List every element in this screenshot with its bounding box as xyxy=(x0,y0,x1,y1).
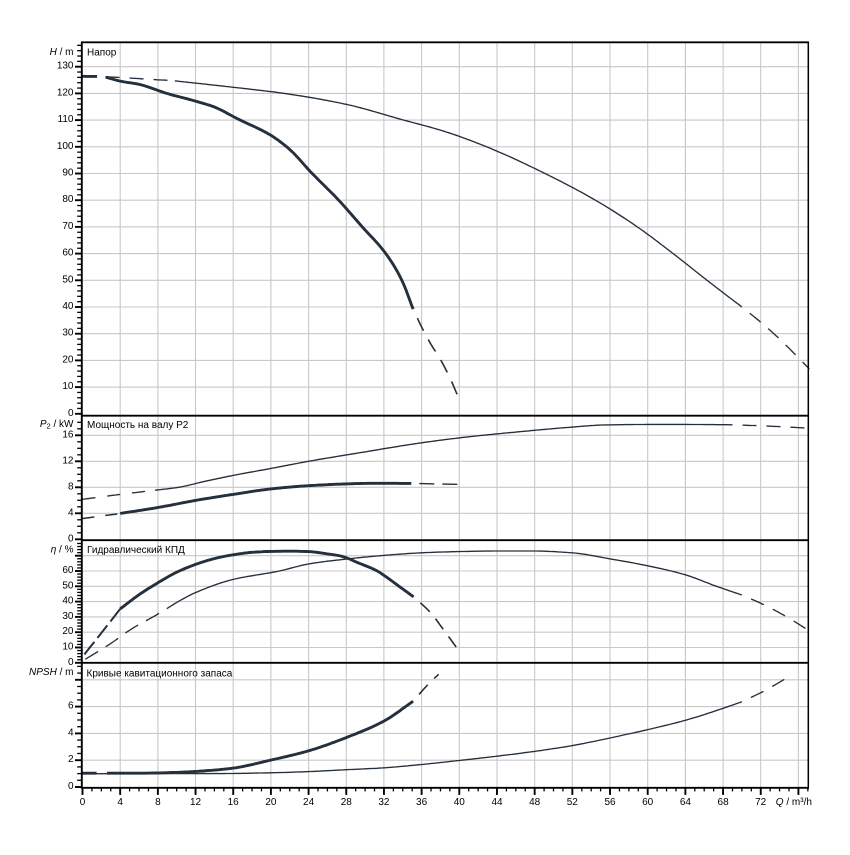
svg-text:Кривые кавитационного запаса: Кривые кавитационного запаса xyxy=(87,669,233,680)
svg-text:100: 100 xyxy=(57,141,74,152)
svg-text:20: 20 xyxy=(62,354,74,365)
svg-text:72: 72 xyxy=(755,797,767,808)
svg-text:68: 68 xyxy=(718,797,730,808)
svg-text:H / m: H / m xyxy=(50,47,74,58)
svg-text:0: 0 xyxy=(80,797,86,808)
svg-text:32: 32 xyxy=(378,797,390,808)
svg-text:28: 28 xyxy=(341,797,353,808)
svg-text:16: 16 xyxy=(62,429,74,440)
svg-text:50: 50 xyxy=(62,274,74,285)
svg-text:80: 80 xyxy=(62,194,74,205)
svg-text:60: 60 xyxy=(642,797,654,808)
svg-text:Напор: Напор xyxy=(87,48,117,59)
svg-text:12: 12 xyxy=(62,455,74,466)
svg-text:P2 / kW: P2 / kW xyxy=(40,419,74,431)
svg-text:30: 30 xyxy=(62,611,74,622)
svg-text:8: 8 xyxy=(155,797,161,808)
svg-text:36: 36 xyxy=(416,797,428,808)
svg-text:10: 10 xyxy=(62,381,74,392)
svg-text:44: 44 xyxy=(491,797,503,808)
svg-text:40: 40 xyxy=(454,797,466,808)
svg-text:40: 40 xyxy=(62,596,74,607)
svg-text:0: 0 xyxy=(68,533,74,544)
svg-text:Гидравлический КПД: Гидравлический КПД xyxy=(87,545,185,556)
svg-text:η / %: η / % xyxy=(51,545,74,556)
svg-text:Q / m³/h: Q / m³/h xyxy=(776,797,812,808)
svg-text:64: 64 xyxy=(680,797,692,808)
svg-text:0: 0 xyxy=(68,781,74,792)
svg-text:12: 12 xyxy=(190,797,202,808)
svg-text:110: 110 xyxy=(58,114,74,125)
svg-text:Мощность на валу P2: Мощность на валу P2 xyxy=(87,420,189,431)
svg-text:NPSH / m: NPSH / m xyxy=(29,667,73,678)
svg-text:40: 40 xyxy=(62,301,74,312)
svg-text:16: 16 xyxy=(228,797,240,808)
svg-text:10: 10 xyxy=(62,642,74,653)
svg-text:4: 4 xyxy=(117,797,123,808)
svg-text:50: 50 xyxy=(62,580,74,591)
svg-text:20: 20 xyxy=(265,797,277,808)
svg-text:24: 24 xyxy=(303,797,315,808)
svg-text:56: 56 xyxy=(604,797,616,808)
svg-text:60: 60 xyxy=(62,248,74,259)
svg-text:4: 4 xyxy=(68,507,74,518)
svg-text:90: 90 xyxy=(62,168,74,179)
svg-text:52: 52 xyxy=(567,797,579,808)
svg-text:2: 2 xyxy=(68,754,74,765)
svg-text:130: 130 xyxy=(57,61,74,72)
svg-text:70: 70 xyxy=(62,221,74,232)
svg-text:6: 6 xyxy=(68,701,74,712)
svg-text:48: 48 xyxy=(529,797,541,808)
svg-text:4: 4 xyxy=(68,727,74,738)
svg-text:0: 0 xyxy=(68,408,74,419)
svg-text:20: 20 xyxy=(62,626,74,637)
svg-text:60: 60 xyxy=(62,565,74,576)
svg-text:120: 120 xyxy=(57,87,74,98)
svg-text:0: 0 xyxy=(68,657,74,668)
svg-text:30: 30 xyxy=(62,328,74,339)
svg-text:8: 8 xyxy=(68,481,74,492)
